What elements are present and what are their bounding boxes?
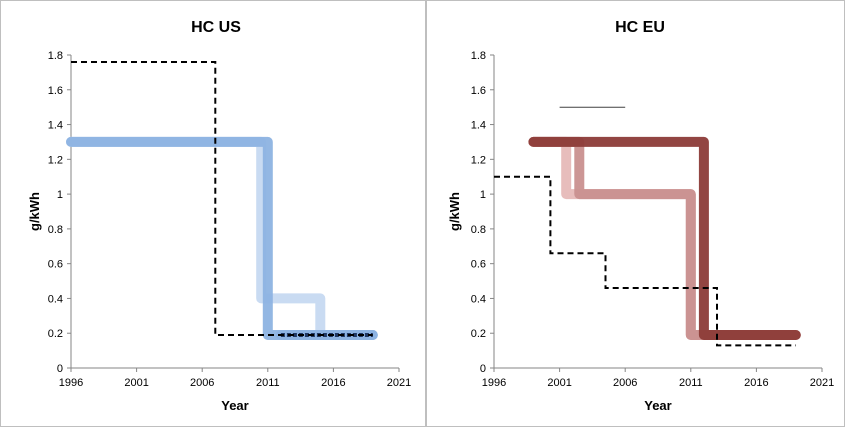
chart-title: HC US (191, 19, 241, 36)
y-tick-label: 0.4 (48, 293, 63, 305)
chart-hc-eu: HC EU 0 0.2 0.4 0.6 0.8 1 1.2 1.4 1.6 1.8 1996 2001 2… (447, 19, 834, 413)
y-tick-label: 1.4 (471, 120, 486, 132)
y-tick-label: 1 (57, 189, 63, 201)
chart-panel-hc-eu: HC EU 0 0.2 0.4 0.6 0.8 1 1.2 1.4 1.6 1.8 1996 2001 2… (426, 0, 845, 427)
y-tick-label: 0.4 (471, 293, 486, 305)
x-tick-label: 2011 (679, 377, 703, 389)
y-tick-label: 1.6 (471, 85, 486, 97)
y-tick-label: 0.8 (471, 224, 486, 236)
y-tick-label: 1.2 (471, 154, 486, 166)
limit-dashed-line (494, 175, 796, 347)
series-line (528, 136, 801, 340)
chart-panel-hc-us: HC US 0 0.2 0.4 0.6 0.8 1 1.2 1.4 1.6 1.8 1996 2001 2… (0, 0, 426, 427)
y-axis-label: g/kWh (27, 192, 42, 231)
chart-title: HC EU (615, 19, 665, 36)
y-tick-label: 1.6 (48, 85, 63, 97)
x-tick-label: 2001 (547, 377, 571, 389)
x-tick-label: 2021 (387, 377, 411, 389)
y-tick-label: 0 (57, 363, 63, 375)
x-tick-label: 2016 (321, 377, 345, 389)
x-tick-label: 2021 (810, 377, 834, 389)
limit-dashed-line (71, 61, 373, 336)
y-tick-label: 0.2 (471, 328, 486, 340)
series-line (66, 136, 378, 340)
y-tick-label: 1.4 (48, 120, 63, 132)
y-tick-label: 0.6 (471, 259, 486, 271)
x-tick-label: 1996 (59, 377, 83, 389)
series-line (528, 136, 801, 340)
y-tick-label: 0.8 (48, 224, 63, 236)
x-tick-label: 2006 (613, 377, 637, 389)
x-tick-label: 2016 (744, 377, 768, 389)
y-tick-label: 1.8 (471, 50, 486, 62)
x-tick-label: 1996 (482, 377, 506, 389)
x-tick-label: 2006 (190, 377, 214, 389)
x-axis-label: Year (644, 398, 671, 413)
x-tick-label: 2011 (256, 377, 280, 389)
y-tick-label: 1.2 (48, 154, 63, 166)
series-line (66, 136, 378, 340)
chart-hc-us: HC US 0 0.2 0.4 0.6 0.8 1 1.2 1.4 1.6 1.8 1996 2001 2… (27, 19, 411, 413)
y-tick-label: 0.6 (48, 259, 63, 271)
y-tick-label: 1.8 (48, 50, 63, 62)
y-tick-label: 1 (480, 189, 486, 201)
series-line (528, 136, 801, 340)
x-tick-label: 2001 (124, 377, 148, 389)
x-axis-label: Year (221, 398, 248, 413)
y-axis-label: g/kWh (447, 192, 462, 231)
y-tick-label: 0 (480, 363, 486, 375)
y-tick-label: 0.2 (48, 328, 63, 340)
